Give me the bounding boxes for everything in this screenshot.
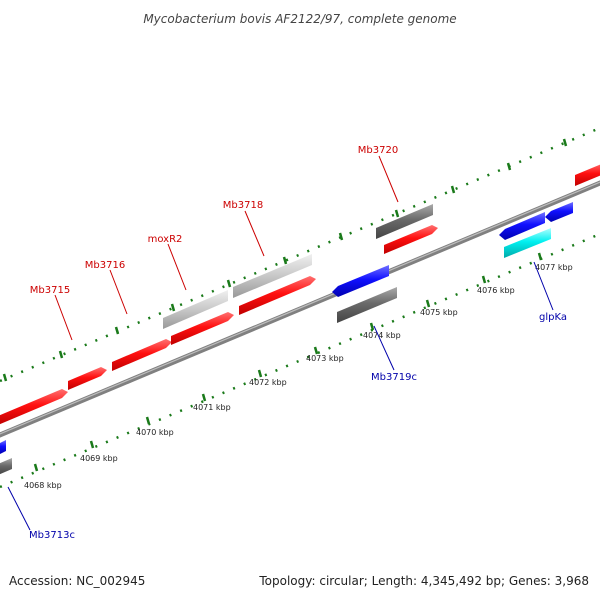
scale-label: 4073 kbp (306, 354, 344, 363)
gene-label[interactable]: Mb3715 (30, 285, 70, 296)
gene-arrow-reverse[interactable] (332, 265, 389, 297)
gene-arrow-forward[interactable] (239, 276, 316, 315)
accession-text: Accession: NC_002945 (9, 574, 145, 588)
scale-label: 4074 kbp (363, 331, 401, 340)
topology-text: Topology: circular; Length: 4,345,492 bp… (258, 574, 589, 588)
major-tick (313, 346, 319, 355)
rna-feature[interactable] (504, 228, 551, 258)
scale-label: 4075 kbp (420, 308, 458, 317)
major-tick (201, 393, 207, 402)
major-tick (114, 326, 120, 335)
major-tick (394, 209, 400, 218)
scale-label: 4071 kbp (193, 403, 231, 412)
pseudogene-block[interactable] (233, 254, 312, 298)
gene-arrow-forward[interactable] (575, 163, 600, 186)
label-leader (109, 269, 128, 315)
pseudogene-block[interactable] (0, 458, 12, 475)
major-tick (562, 138, 568, 147)
major-tick (425, 299, 431, 308)
scale-label: 4070 kbp (136, 428, 174, 437)
gene-arrow-reverse[interactable] (499, 212, 545, 240)
map-title: Mycobacterium bovis AF2122/97, complete … (143, 12, 456, 26)
gene-arrow-forward[interactable] (171, 312, 234, 345)
gene-arrow-reverse[interactable] (0, 440, 6, 454)
label-leader (167, 243, 187, 291)
major-tick (537, 252, 543, 261)
gene-arrow-forward[interactable] (68, 367, 107, 390)
gene-label[interactable]: Mb3713c (29, 530, 75, 541)
major-tick (33, 463, 39, 472)
scale-label: 4069 kbp (80, 454, 118, 463)
pseudogene-block[interactable] (376, 204, 433, 239)
major-tick (369, 322, 375, 331)
label-leader (533, 261, 554, 311)
gene-label[interactable]: Mb3718 (223, 200, 263, 211)
gene-label[interactable]: moxR2 (148, 234, 183, 245)
major-tick (506, 162, 512, 171)
major-tick (145, 416, 151, 425)
label-leader (244, 210, 265, 257)
scale-label: 4068 kbp (24, 481, 62, 490)
major-tick (257, 369, 263, 378)
major-tick (338, 232, 344, 241)
major-tick (89, 440, 95, 449)
gene-label[interactable]: Mb3720 (358, 145, 398, 156)
label-leader (54, 294, 73, 341)
pseudogene-block[interactable] (337, 287, 397, 323)
scale-label: 4077 kbp (535, 263, 573, 272)
gene-label[interactable]: Mb3719c (371, 372, 417, 383)
lower-tick-row (0, 232, 600, 489)
gene-arrow-forward[interactable] (0, 389, 68, 425)
scale-label: 4076 kbp (477, 286, 515, 295)
major-tick (226, 279, 232, 288)
label-leader (378, 155, 399, 203)
scale-label: 4072 kbp (249, 378, 287, 387)
label-leader (373, 325, 395, 371)
major-tick (282, 256, 288, 265)
genome-backbone (0, 180, 600, 438)
major-tick (170, 303, 176, 312)
gene-arrow-reverse[interactable] (545, 202, 573, 222)
gene-label[interactable]: Mb3716 (85, 260, 125, 271)
major-tick (2, 373, 8, 382)
pseudogene-block[interactable] (163, 290, 228, 329)
label-leader (7, 486, 31, 531)
gene-arrow-forward[interactable] (384, 225, 438, 254)
gene-label[interactable]: glpKa (539, 312, 567, 323)
genome-backbone-highlight (0, 181, 600, 435)
major-tick (58, 350, 64, 359)
gene-arrow-forward[interactable] (112, 339, 172, 371)
major-tick (450, 185, 456, 194)
major-tick (481, 275, 487, 284)
